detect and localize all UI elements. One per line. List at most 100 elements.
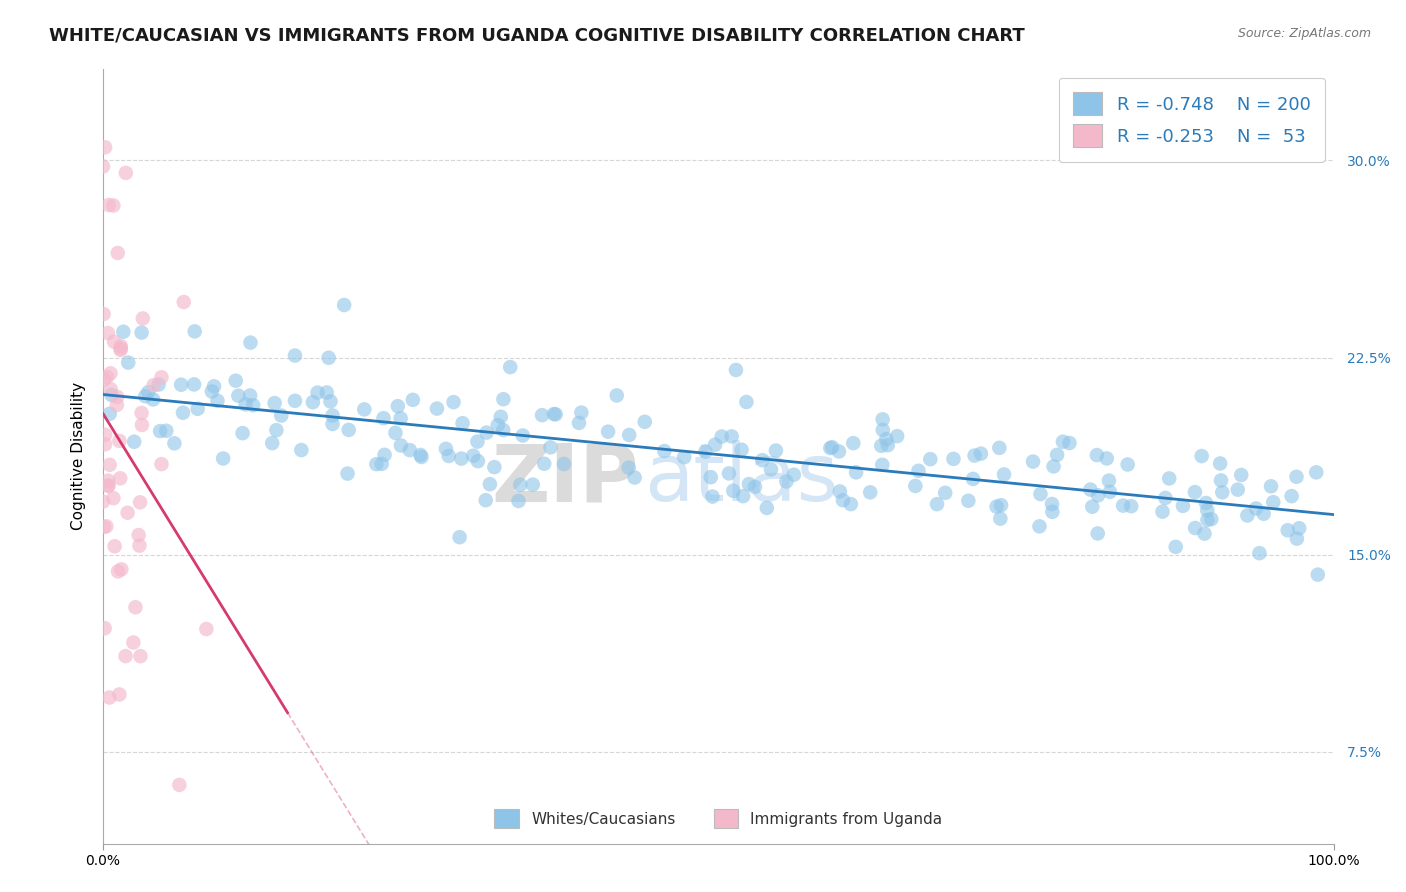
- Point: [134, 389, 156, 403]
- Point: [301, 395, 323, 409]
- Point: [235, 397, 257, 411]
- Point: [934, 486, 956, 500]
- Point: [353, 402, 375, 417]
- Text: Source: ZipAtlas.com: Source: ZipAtlas.com: [1237, 27, 1371, 40]
- Point: [1022, 454, 1045, 468]
- Point: [1095, 451, 1118, 466]
- Point: [872, 458, 894, 472]
- Point: [239, 388, 262, 402]
- Point: [828, 484, 851, 499]
- Point: [543, 407, 565, 421]
- Point: [94, 437, 117, 451]
- Point: [93, 307, 115, 321]
- Point: [93, 621, 115, 635]
- Legend: Whites/Caucasians, Immigrants from Uganda: Whites/Caucasians, Immigrants from Ugand…: [486, 801, 950, 836]
- Point: [540, 441, 562, 455]
- Point: [110, 471, 132, 485]
- Point: [336, 467, 359, 481]
- Point: [97, 478, 120, 492]
- Point: [449, 530, 471, 544]
- Point: [1116, 458, 1139, 472]
- Point: [907, 464, 929, 478]
- Point: [1098, 484, 1121, 499]
- Point: [212, 451, 235, 466]
- Point: [475, 425, 498, 440]
- Point: [710, 429, 733, 443]
- Point: [94, 140, 117, 154]
- Point: [103, 491, 125, 506]
- Point: [183, 325, 205, 339]
- Point: [93, 373, 115, 387]
- Point: [114, 649, 136, 664]
- Point: [775, 475, 797, 489]
- Point: [738, 477, 761, 491]
- Point: [463, 449, 485, 463]
- Point: [1040, 505, 1063, 519]
- Point: [568, 416, 591, 430]
- Point: [103, 198, 125, 212]
- Point: [105, 398, 128, 412]
- Point: [142, 392, 165, 407]
- Point: [512, 428, 534, 442]
- Point: [735, 395, 758, 409]
- Point: [319, 394, 342, 409]
- Point: [1288, 521, 1310, 535]
- Point: [1211, 485, 1233, 500]
- Point: [450, 451, 472, 466]
- Point: [110, 342, 132, 356]
- Point: [110, 343, 132, 357]
- Point: [239, 335, 262, 350]
- Point: [489, 409, 512, 424]
- Point: [155, 424, 177, 438]
- Point: [723, 483, 745, 498]
- Point: [169, 778, 191, 792]
- Point: [730, 442, 752, 457]
- Point: [821, 440, 844, 454]
- Point: [122, 434, 145, 449]
- Point: [1263, 495, 1285, 509]
- Point: [1028, 519, 1050, 533]
- Point: [724, 363, 747, 377]
- Point: [1040, 497, 1063, 511]
- Point: [1197, 503, 1219, 517]
- Point: [97, 479, 120, 493]
- Point: [117, 506, 139, 520]
- Point: [920, 452, 942, 467]
- Point: [484, 460, 506, 475]
- Point: [402, 392, 425, 407]
- Point: [1201, 512, 1223, 526]
- Point: [129, 495, 152, 509]
- Point: [870, 439, 893, 453]
- Point: [942, 451, 965, 466]
- Point: [963, 449, 986, 463]
- Point: [97, 198, 120, 212]
- Point: [93, 520, 115, 534]
- Point: [733, 489, 755, 503]
- Point: [110, 339, 132, 353]
- Point: [107, 565, 129, 579]
- Point: [263, 396, 285, 410]
- Point: [1164, 540, 1187, 554]
- Point: [783, 467, 806, 482]
- Point: [509, 477, 531, 491]
- Point: [97, 326, 120, 340]
- Point: [1236, 508, 1258, 523]
- Point: [478, 477, 501, 491]
- Point: [695, 444, 717, 458]
- Y-axis label: Cognitive Disability: Cognitive Disability: [72, 382, 86, 530]
- Point: [828, 444, 851, 458]
- Point: [842, 436, 865, 450]
- Point: [110, 562, 132, 576]
- Point: [284, 349, 307, 363]
- Point: [107, 246, 129, 260]
- Point: [98, 690, 121, 705]
- Point: [904, 479, 927, 493]
- Point: [426, 401, 449, 416]
- Point: [183, 377, 205, 392]
- Point: [108, 688, 131, 702]
- Point: [1154, 491, 1177, 505]
- Point: [1121, 500, 1143, 514]
- Point: [290, 443, 312, 458]
- Point: [1277, 523, 1299, 537]
- Point: [173, 295, 195, 310]
